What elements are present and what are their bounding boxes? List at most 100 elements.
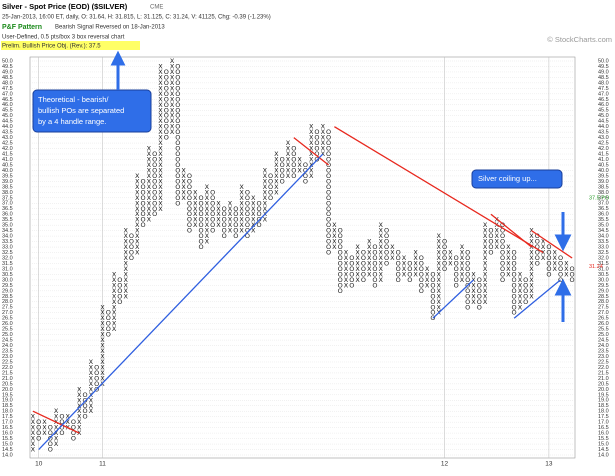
x-box: X xyxy=(158,90,163,98)
x-box: X xyxy=(54,440,59,448)
o-box: O xyxy=(500,243,505,251)
y-tick-label: 18.5 xyxy=(2,403,13,409)
x-box: X xyxy=(158,95,163,103)
x-box: X xyxy=(135,210,140,218)
x-box: X xyxy=(506,249,511,257)
o-box: O xyxy=(152,166,157,174)
x-box: X xyxy=(495,238,500,246)
o-box: O xyxy=(361,249,366,257)
arrow xyxy=(110,50,126,90)
o-box: O xyxy=(535,238,540,246)
o-box: O xyxy=(152,150,157,158)
o-box: O xyxy=(361,276,366,284)
o-box: O xyxy=(94,369,99,377)
o-box: O xyxy=(280,156,285,164)
y-tick-label: 33.5 xyxy=(2,239,13,245)
x-box: X xyxy=(344,281,349,289)
o-box: O xyxy=(372,259,377,267)
o-box: O xyxy=(442,259,447,267)
callout-text: Silver coiling up... xyxy=(478,174,537,183)
x-box: X xyxy=(471,281,476,289)
o-box: O xyxy=(349,259,354,267)
o-box: O xyxy=(175,161,180,169)
o-box: O xyxy=(454,259,459,267)
o-box: O xyxy=(36,418,41,426)
o-box: O xyxy=(187,227,192,235)
x-box: X xyxy=(216,216,221,224)
o-box: O xyxy=(164,123,169,131)
y-tick-label-right: 37.5 xyxy=(598,195,609,201)
y-tick-label: 43.5 xyxy=(2,130,13,136)
y-tick-label-right: 31.0 xyxy=(598,266,609,272)
o-box: O xyxy=(512,254,517,262)
x-box: X xyxy=(123,243,128,251)
o-box: O xyxy=(500,221,505,229)
x-box: X xyxy=(181,166,186,174)
o-box: O xyxy=(558,265,563,273)
o-box: O xyxy=(500,238,505,246)
o-box: O xyxy=(407,270,412,278)
o-box: O xyxy=(117,287,122,295)
o-box: O xyxy=(396,265,401,273)
o-box: O xyxy=(396,270,401,278)
x-box: X xyxy=(263,183,268,191)
x-box: X xyxy=(518,270,523,278)
x-box: X xyxy=(286,139,291,147)
o-box: O xyxy=(396,249,401,257)
x-box: X xyxy=(483,270,488,278)
o-box: O xyxy=(187,199,192,207)
x-box: X xyxy=(239,216,244,224)
x-box: X xyxy=(158,79,163,87)
o-box: O xyxy=(94,380,99,388)
x-box: X xyxy=(193,194,198,202)
y-tick-label-right: 36.5 xyxy=(598,206,609,212)
o-box: O xyxy=(175,166,180,174)
y-tick-label-right: 28.0 xyxy=(598,299,609,305)
x-box: X xyxy=(518,281,523,289)
o-box: O xyxy=(245,210,250,218)
x-box: X xyxy=(100,342,105,350)
y-tick-label: 36.0 xyxy=(2,212,13,218)
y-tick-label: 30.5 xyxy=(2,272,13,278)
x-box: X xyxy=(518,276,523,284)
o-box: O xyxy=(36,429,41,437)
o-box: O xyxy=(512,276,517,284)
x-box: X xyxy=(321,134,326,142)
o-box: O xyxy=(71,418,76,426)
o-box: O xyxy=(59,424,64,432)
o-box: O xyxy=(326,238,331,246)
x-box: X xyxy=(379,243,384,251)
y-tick-label: 14.5 xyxy=(2,447,13,453)
o-box: O xyxy=(326,134,331,142)
x-box: X xyxy=(158,156,163,164)
x-box: X xyxy=(89,363,94,371)
o-box: O xyxy=(291,172,296,180)
o-box: O xyxy=(326,150,331,158)
x-box: X xyxy=(344,249,349,257)
o-box: O xyxy=(256,205,261,213)
x-box: X xyxy=(251,221,256,229)
o-box: O xyxy=(349,276,354,284)
o-box: O xyxy=(164,128,169,136)
x-box: X xyxy=(402,270,407,278)
o-box: O xyxy=(59,413,64,421)
o-box: O xyxy=(407,276,412,284)
o-box: O xyxy=(164,73,169,81)
x-box: X xyxy=(379,265,384,273)
o-box: O xyxy=(326,166,331,174)
x-box: X xyxy=(263,188,268,196)
x-box: X xyxy=(355,254,360,262)
o-box: O xyxy=(454,276,459,284)
x-box: X xyxy=(448,259,453,267)
y-tick-label-right: 32.0 xyxy=(598,255,609,261)
x-box: X xyxy=(402,254,407,262)
y-tick-label-right: 49.5 xyxy=(598,64,609,70)
x-box: X xyxy=(158,183,163,191)
x-box: X xyxy=(228,227,233,235)
o-box: O xyxy=(187,194,192,202)
x-box: X xyxy=(89,369,94,377)
o-box: O xyxy=(280,172,285,180)
x-box: X xyxy=(112,325,117,333)
o-box: O xyxy=(210,205,215,213)
o-box: O xyxy=(361,254,366,262)
